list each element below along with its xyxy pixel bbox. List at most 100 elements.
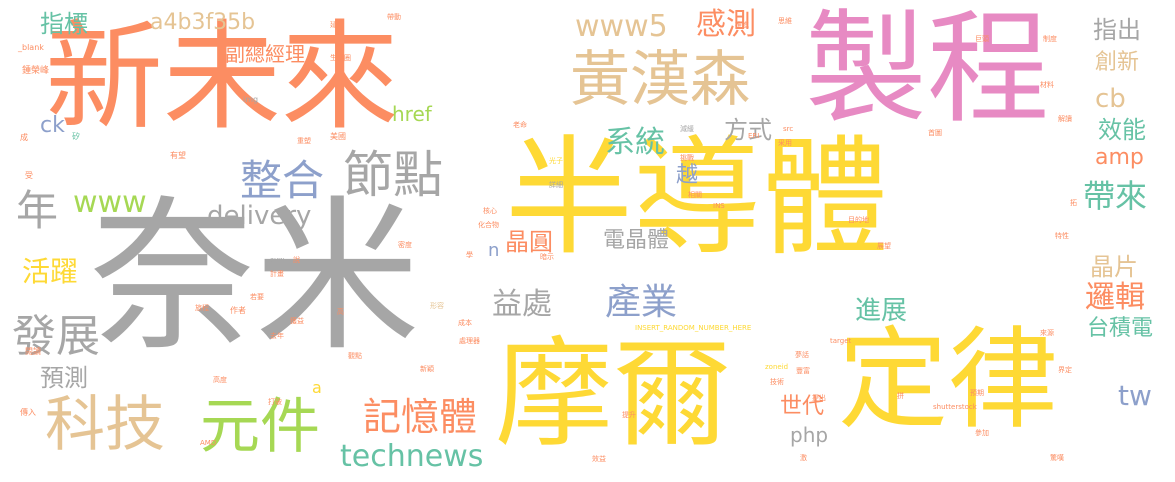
word: 摩爾 [495, 325, 732, 463]
word: 界定 [1058, 366, 1072, 374]
word: 記憶體 [363, 395, 478, 439]
word: 科技 [45, 390, 165, 460]
word: 材料 [1040, 81, 1054, 89]
word: 密度 [398, 241, 412, 249]
word: zoneid [765, 363, 789, 371]
word: 巨頭 [975, 35, 989, 43]
word: 副總經理 [225, 42, 305, 66]
word: 越 [676, 163, 699, 188]
word: 系統 [605, 125, 665, 160]
word: src [783, 125, 794, 133]
word: 整合 [240, 156, 325, 205]
word: 帶來 [1083, 177, 1148, 215]
word: 思維 [778, 17, 792, 25]
word: 形容 [430, 302, 444, 310]
word: ck [40, 113, 65, 138]
word: 新穎 [420, 365, 434, 373]
word: php [790, 423, 829, 447]
word: 打破 [268, 398, 282, 406]
word: 旅程 [195, 304, 209, 312]
word: delivery [207, 201, 312, 231]
word: 年 [16, 186, 59, 235]
word: shutterstock [933, 403, 977, 411]
word: 暗示 [540, 253, 554, 261]
word: 獲益 [290, 317, 304, 325]
word: 高度 [213, 376, 227, 384]
word: 傳入 [20, 408, 36, 417]
word: 參加 [975, 429, 989, 437]
word: 矽 [72, 132, 80, 141]
word: 高 [337, 308, 344, 316]
word: 方式 [724, 116, 772, 144]
word: 減緩 [680, 125, 694, 133]
word: 美國 [330, 132, 346, 141]
word: 挑戰 [680, 154, 694, 162]
word: 若要 [250, 293, 264, 301]
word: 采用 [778, 139, 792, 147]
word: 觀點 [348, 352, 362, 360]
word: 感測 [696, 7, 756, 42]
word: 奈米 [90, 181, 420, 373]
word: 拼 [897, 392, 904, 400]
word: 目的地 [848, 216, 869, 224]
word: 晶片 [1090, 253, 1138, 281]
word: href [392, 102, 432, 126]
word: 成 [20, 133, 28, 142]
word: 電晶體 [603, 228, 670, 253]
word: target [830, 337, 852, 345]
word: ERI [748, 132, 760, 140]
word: www [73, 185, 147, 220]
word: cb [1095, 84, 1126, 114]
word: 首圖 [928, 129, 942, 137]
word: 閱讀 [25, 347, 41, 356]
word: 光子 [549, 157, 563, 165]
word: _blank [18, 43, 44, 52]
word: INS [713, 202, 725, 210]
word: amp [1095, 145, 1144, 170]
word: 生態圈 [330, 54, 351, 62]
word: 半導體 [505, 124, 890, 273]
word: 技術 [770, 378, 784, 386]
word: 預測 [40, 364, 88, 392]
word: AMD [200, 439, 217, 447]
word: 解讀 [1058, 115, 1072, 123]
word: 益處 [492, 287, 552, 322]
word: img [243, 95, 259, 104]
word: 提出 [812, 394, 826, 402]
word: 指出 [1093, 16, 1141, 44]
word: 帶動 [387, 13, 401, 21]
word: 拓 [1070, 199, 1077, 207]
word: 學 [466, 251, 473, 259]
word: 受 [25, 171, 33, 180]
word: 產業 [605, 282, 678, 323]
word: 定律 [838, 316, 1058, 444]
word: 台積電 [1087, 316, 1154, 341]
word: 節點 [343, 146, 443, 204]
word: www5 [575, 9, 668, 44]
word: 元件 [200, 392, 320, 462]
word: INSERT_RANDOM_NUMBER_HERE [635, 324, 752, 332]
word: 特性 [1055, 232, 1069, 240]
word: 延伸 [330, 21, 344, 29]
word: 相關 [688, 191, 702, 199]
word: a4b3f35b [150, 10, 256, 35]
word: a [312, 378, 322, 397]
word: 夢話 [795, 351, 809, 359]
word: 世代 [780, 394, 825, 419]
word: avw [270, 256, 285, 264]
word: 核心 [483, 207, 497, 215]
word: 預期 [970, 389, 984, 397]
word: 指標 [40, 10, 88, 38]
word: 說 [293, 256, 300, 264]
word: 晶圓 [505, 228, 553, 256]
word: 效益 [592, 455, 606, 463]
word: 活躍 [22, 255, 79, 288]
word: 發展 [12, 311, 100, 362]
word: 驚嘆 [1050, 454, 1064, 462]
word: 提升 [622, 411, 636, 419]
word: 鍾榮峰 [22, 66, 50, 76]
word: 激 [800, 454, 807, 462]
word: 計畫 [270, 270, 284, 278]
word: 進展 [855, 296, 908, 326]
word: 去年 [270, 332, 284, 340]
